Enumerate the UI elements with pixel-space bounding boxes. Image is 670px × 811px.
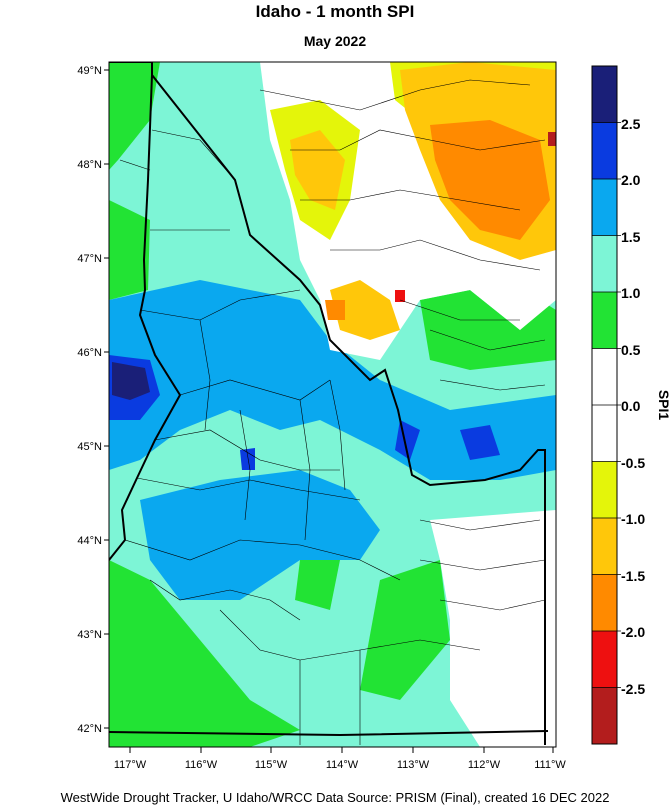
lat-label: 47°N [77, 253, 102, 265]
spi-zone-navy-w [112, 362, 150, 400]
colorbar: 2.5 2.0 1.5 1.0 0.5 0.0 -0.5 -1.0 -1.5 -… [591, 65, 670, 745]
lon-label: 111°W [534, 759, 566, 771]
idaho-state-boundary [109, 62, 546, 745]
lat-label: 43°N [77, 629, 102, 641]
lat-label: 48°N [77, 159, 102, 171]
colorbar-swatch [592, 574, 617, 632]
colorbar-label: -0.5 [621, 455, 645, 471]
spi-zone-lightorange-c [330, 280, 400, 340]
lon-label: 116°W [185, 759, 218, 771]
lon-label: 113°W [397, 759, 430, 771]
colorbar-swatch [592, 235, 617, 293]
colorbar-label: -1.5 [621, 568, 645, 584]
colorbar-swatch [592, 405, 617, 462]
colorbar-swatch [592, 66, 617, 123]
lon-label: 112°W [468, 759, 501, 771]
colorbar-swatch [592, 292, 617, 349]
colorbar-swatch [592, 461, 617, 519]
lat-label: 45°N [77, 441, 102, 453]
colorbar-title: SPI1 [656, 390, 670, 421]
spi-zone-green-nw [109, 62, 160, 170]
spi-zone-red-c [395, 290, 405, 302]
spi-zone-darkblue-c [395, 420, 420, 460]
colorbar-label: 0.0 [621, 398, 641, 414]
lat-label: 44°N [77, 535, 102, 547]
map-title: Idaho - 1 month SPI [255, 2, 415, 21]
spi-zone-blue-south [140, 470, 380, 600]
footer-credit: WestWide Drought Tracker, U Idaho/WRCC D… [60, 790, 610, 805]
lat-label: 46°N [77, 347, 102, 359]
county-lines [119, 79, 546, 745]
colorbar-label: 1.5 [621, 229, 641, 245]
spi-zone-green-w [109, 200, 150, 300]
spi-field [109, 62, 556, 747]
spi-zone-green-s1 [295, 560, 340, 610]
colorbar-swatch [592, 687, 617, 745]
colorbar-label: 2.0 [621, 172, 641, 188]
colorbar-swatch [592, 122, 617, 180]
colorbar-label: -2.0 [621, 624, 645, 640]
colorbar-label: 0.5 [621, 342, 641, 358]
spi-zone-darkblue-e [460, 425, 500, 460]
spi-zone-green-s2 [360, 560, 450, 700]
lon-axis: 117°W 116°W 115°W 114°W 113°W 112°W 111°… [114, 747, 566, 771]
southern-state-boundary [109, 730, 549, 737]
colorbar-label: 2.5 [621, 116, 641, 132]
colorbar-swatch [592, 348, 617, 406]
spi-zone-green-sw [109, 560, 300, 747]
colorbar-swatches [592, 66, 617, 745]
lat-axis: 49°N 48°N 47°N 46°N 45°N 44°N 43°N 42°N [77, 65, 109, 735]
colorbar-label: 1.0 [621, 285, 641, 301]
colorbar-swatch [592, 631, 617, 688]
spi-zone-darkred-ne [548, 132, 556, 146]
spi-zone-green-ne [420, 290, 556, 370]
lon-label: 115°W [255, 759, 288, 771]
spi-zone-orange-c [325, 300, 345, 320]
lat-label: 49°N [77, 65, 102, 77]
spi-zone-blue-central [109, 280, 556, 480]
colorbar-label: -1.0 [621, 511, 645, 527]
lat-label: 42°N [77, 723, 102, 735]
lon-label: 117°W [114, 759, 147, 771]
colorbar-swatch [592, 518, 617, 575]
colorbar-swatch [592, 179, 617, 236]
map-subtitle: May 2022 [303, 33, 367, 49]
colorbar-ticks [592, 122, 621, 688]
colorbar-label: -2.5 [621, 681, 645, 697]
map-frame [108, 61, 557, 748]
spi-zone-darkblue-s [240, 448, 255, 470]
spi-zone-white-se [430, 510, 556, 747]
lon-label: 114°W [326, 759, 359, 771]
